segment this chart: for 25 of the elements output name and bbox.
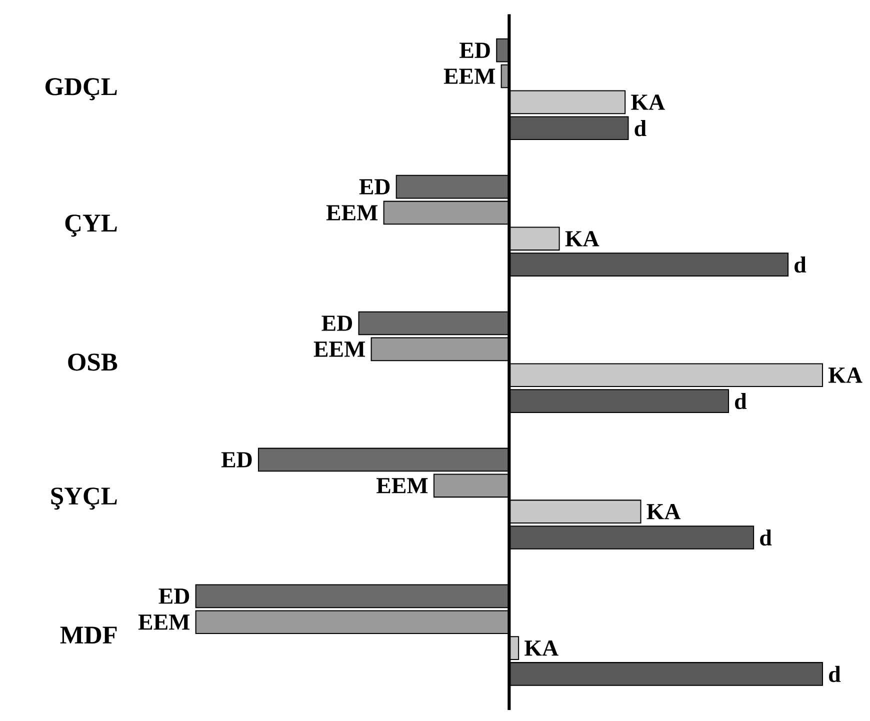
text: KA (524, 640, 558, 656)
text: EEM (314, 342, 366, 357)
text: d (794, 256, 806, 273)
text: KA (646, 504, 681, 520)
text: EEM (376, 478, 428, 494)
y-tick-label: GDÇL (45, 78, 117, 100)
text: KA (828, 368, 862, 383)
text: d (829, 666, 841, 682)
text: d (735, 392, 747, 410)
y-tick-label: ÇYL (65, 214, 117, 237)
text: ED (460, 42, 490, 58)
series-label: KA (565, 231, 600, 246)
text: ED (158, 588, 190, 604)
series-label: ED (359, 179, 390, 194)
text: KA (631, 94, 665, 110)
text: EEM (326, 205, 378, 220)
text: EEM (138, 614, 190, 630)
text: ED (221, 452, 252, 468)
text: d (760, 529, 772, 546)
y-tick-label: ŞYÇL (51, 488, 117, 510)
y-tick-label: OSB (68, 354, 118, 371)
series-label: d (634, 120, 646, 136)
series-label: EEM (444, 68, 496, 84)
y-tick-label: MDF (60, 626, 117, 644)
text: ED (322, 316, 352, 331)
